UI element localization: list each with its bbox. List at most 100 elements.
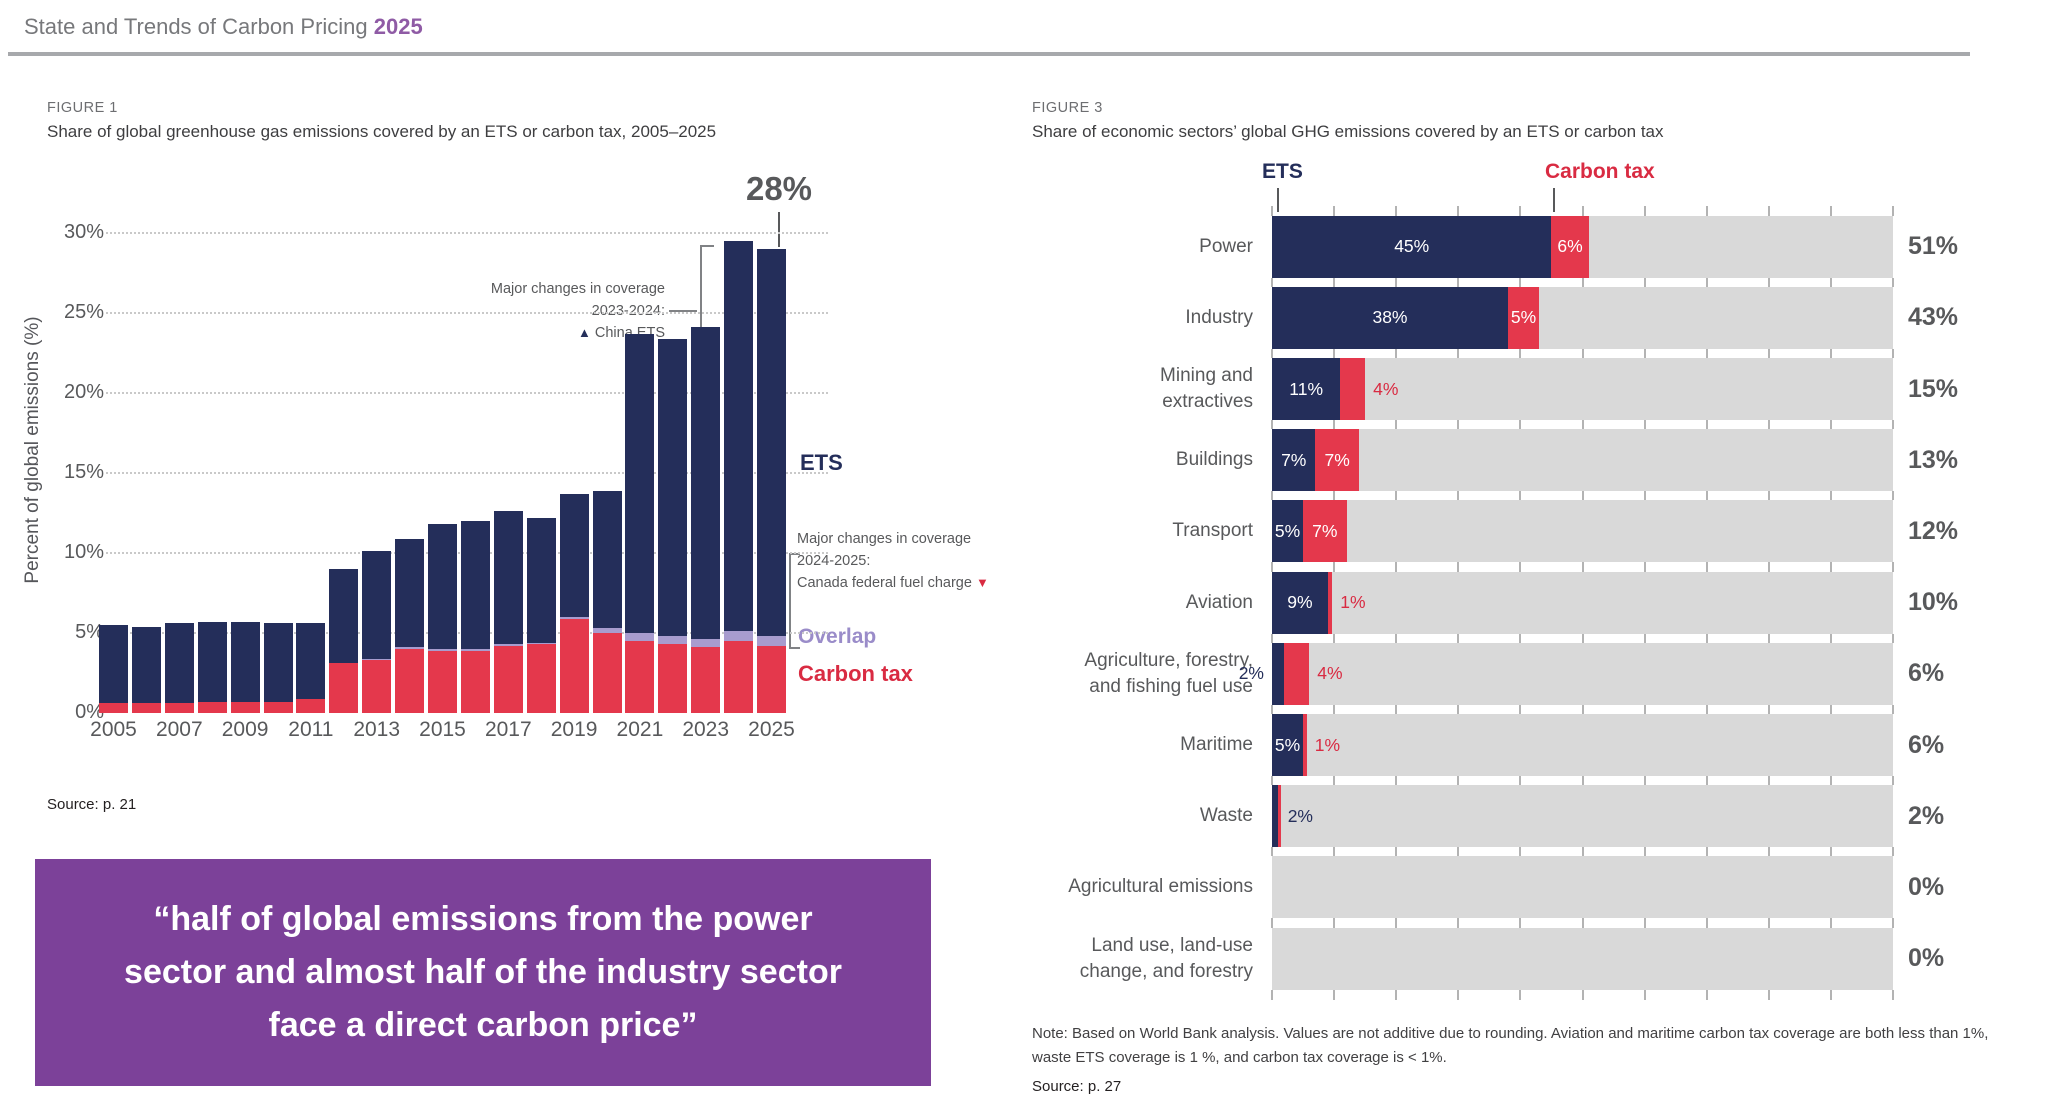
figure3-column-header-carbon-tax: Carbon tax <box>1545 160 1655 183</box>
figure3-axis-tick <box>1829 704 1832 714</box>
x-tick-label-2023: 2023 <box>682 718 730 741</box>
fig1-bar-2022 <box>658 0 688 713</box>
gridline-15% <box>106 472 828 474</box>
fig1-bar-2012 <box>329 0 359 713</box>
figure3-axis-tick <box>1892 562 1894 572</box>
figure3-axis-tick <box>1581 776 1584 786</box>
fig1-bar-2011 <box>296 0 326 713</box>
figure3-axis-tick <box>1457 562 1460 572</box>
fig1-bar-2019-carbon-tax <box>559 618 589 713</box>
fig1-bar-2023 <box>691 0 721 713</box>
figure3-axis-tick <box>1643 491 1646 501</box>
figure3-axis-tick <box>1829 633 1832 643</box>
fig1-bar-2015 <box>428 0 457 713</box>
fig1-bar-2018-ets <box>526 517 556 643</box>
figure3-axis-tick <box>1395 989 1398 1000</box>
figure3-carbon-tax-value-label: 6% <box>1557 236 1583 257</box>
figure3-axis-tick <box>1395 562 1398 572</box>
figure3-axis-tick <box>1519 847 1522 857</box>
figure3-total-label: 13% <box>1908 445 1959 474</box>
figure3-axis-tick <box>1892 491 1894 501</box>
fig1-bar-2023-overlap <box>691 639 721 648</box>
figure3-total-label: 12% <box>1908 516 1959 545</box>
figure3-row-label-line: Transport <box>1172 520 1253 542</box>
figure3-track <box>1272 500 1893 563</box>
figure3-axis-tick <box>1333 918 1336 928</box>
figure3-axis-tick <box>1643 776 1646 786</box>
figure3-ets-value-label: 2% <box>1238 663 1264 684</box>
y-tick-label: 20% <box>63 381 104 403</box>
figure3-carbon-tax-segment <box>1340 358 1366 420</box>
figure3-axis-tick <box>1829 776 1832 786</box>
fig1-bar-2019 <box>559 0 589 713</box>
fig1-bar-2017-ets <box>493 511 523 645</box>
figure3-total-label: 0% <box>1908 872 1945 901</box>
y-tick-label: 25% <box>63 301 104 323</box>
figure3-total-label: 6% <box>1908 730 1945 759</box>
figure1-bracket-2025 <box>789 553 800 649</box>
figure3-axis-tick <box>1643 989 1646 1000</box>
figure3-ets-segment <box>1272 500 1304 563</box>
figure1-label: FIGURE 1 <box>47 100 118 116</box>
x-tick-label-2017: 2017 <box>484 718 532 741</box>
fig1-bar-2007-carbon-tax <box>164 703 194 713</box>
figure3-axis-tick <box>1829 989 1832 1000</box>
figure3-axis-tick <box>1395 704 1398 714</box>
figure3-total-label: 43% <box>1908 303 1959 332</box>
figure3-axis-tick <box>1767 420 1770 430</box>
figure3-axis-tick <box>1395 420 1398 430</box>
figure3-axis-tick <box>1705 776 1708 786</box>
figure3-track <box>1272 714 1893 776</box>
figure3-carbon-tax-value-label: 7% <box>1312 520 1338 541</box>
figure3-ets-value-label: 5% <box>1274 734 1301 755</box>
figure1-annotation-connector-line <box>669 310 697 312</box>
x-tick-label-2011: 2011 <box>288 718 334 741</box>
figure3-axis-tick <box>1705 420 1708 430</box>
figure3-axis-tick <box>1519 491 1522 501</box>
fig1-bar-2010-carbon-tax <box>263 701 293 713</box>
fig1-bar-2019-overlap <box>559 617 589 619</box>
fig1-bar-2010-ets <box>263 623 293 702</box>
y-tick-label: 0% <box>75 701 104 723</box>
figure3-axis-tick <box>1705 348 1708 358</box>
figure3-axis-tick <box>1581 918 1584 928</box>
figure3-axis-tick <box>1767 491 1770 501</box>
fig1-bar-2005 <box>99 0 128 713</box>
figure3-row-label-line: Maritime <box>1180 734 1253 755</box>
fig1-bar-2012-carbon-tax <box>329 663 359 713</box>
fig1-bar-2012-ets <box>329 569 359 664</box>
figure3-axis-tick <box>1271 562 1273 572</box>
fig1-bar-2020 <box>592 0 622 713</box>
figure3-total-label: 6% <box>1908 659 1945 688</box>
fig1-bar-2022-ets <box>658 338 688 637</box>
y-tick-label: 30% <box>63 221 104 243</box>
figure3-ets-value-label: 38% <box>1372 307 1408 328</box>
figure3-axis-tick <box>1457 847 1460 857</box>
fig1-bar-2018 <box>526 0 556 713</box>
figure3-note-line1: Note: Based on World Bank analysis. Valu… <box>1032 1025 1989 1042</box>
figure3-axis-tick <box>1705 633 1708 643</box>
figure3-axis-tick <box>1829 205 1832 216</box>
fig1-bar-2025-carbon-tax <box>757 645 786 713</box>
figure3-axis-tick <box>1581 847 1584 857</box>
quote-box: “half of global emissions from the power… <box>35 859 931 1086</box>
fig1-bar-2007-ets <box>164 623 194 704</box>
figure3-row-label: Land use, land-use change, and forestry <box>980 928 1253 990</box>
figure3-axis-tick <box>1892 420 1894 430</box>
figure3-axis-tick <box>1705 491 1708 501</box>
fig1-bar-2024-overlap <box>724 631 754 641</box>
figure3-title: Share of economic sectors’ global GHG em… <box>1032 122 1664 141</box>
figure3-axis-tick <box>1829 847 1832 857</box>
page-title-year: 2025 <box>373 14 423 39</box>
figure3-label: FIGURE 3 <box>1032 100 1103 116</box>
figure3-row-label-line: and fishing fuel use <box>1089 675 1253 697</box>
figure3-axis-tick <box>1519 989 1522 1000</box>
figure3-axis-tick <box>1705 562 1708 572</box>
y-tick-label: 5% <box>75 621 104 643</box>
figure3-axis-tick <box>1643 348 1646 358</box>
figure3-axis-tick <box>1457 633 1460 643</box>
figure3-axis-tick <box>1457 420 1460 430</box>
figure3-axis-tick <box>1333 562 1336 572</box>
figure3-axis-tick <box>1892 847 1894 857</box>
figure3-axis-tick <box>1767 989 1770 1000</box>
